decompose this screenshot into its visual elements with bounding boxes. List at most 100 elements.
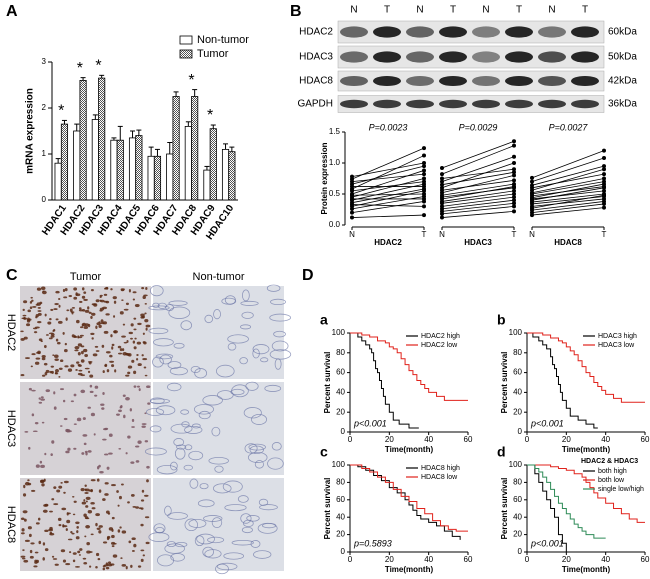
ihc-nucleus	[105, 351, 111, 354]
ihc-nucleus	[57, 517, 62, 521]
pair-line	[441, 145, 515, 175]
ihc-nucleus	[23, 300, 28, 304]
ihc-nucleus	[63, 491, 66, 494]
point	[440, 201, 444, 206]
ihc-nucleus	[52, 354, 55, 356]
ihc-nucleus	[84, 492, 89, 495]
ihc-nucleus	[94, 345, 99, 348]
ihc-nucleus	[103, 330, 109, 334]
pair-line	[441, 206, 515, 215]
x-tick-label: 40	[601, 435, 610, 444]
ihc-nucleus	[85, 505, 89, 508]
ihc-nucleus	[89, 374, 94, 378]
ihc-nucleus	[129, 408, 133, 412]
ihc-nucleus	[100, 319, 104, 323]
ihc-structure	[189, 478, 199, 489]
y-tick-label: 3	[42, 57, 47, 66]
legend-swatch	[179, 35, 193, 45]
ihc-nucleus	[31, 299, 34, 302]
ihc-nucleus	[35, 357, 41, 360]
blot-band	[505, 51, 533, 63]
ihc-nucleus	[90, 315, 93, 319]
pair-line	[531, 165, 605, 186]
ihc-nucleus	[77, 352, 81, 356]
ihc-nucleus	[137, 440, 142, 444]
ihc-structure	[184, 518, 199, 532]
pair-line	[531, 173, 605, 189]
bar	[184, 126, 192, 201]
ihc-nucleus	[58, 304, 61, 308]
ihc-nucleus	[24, 357, 30, 359]
ihc-nucleus	[65, 528, 68, 531]
ihc-image	[153, 286, 284, 379]
ihc-nucleus	[63, 296, 68, 299]
y-tick-label: 40	[336, 388, 345, 397]
x-tick-label: 60	[464, 555, 473, 564]
ihc-nucleus	[37, 350, 41, 355]
group-label: HDAC8	[554, 238, 582, 247]
ihc-nucleus	[58, 524, 62, 527]
bar	[91, 119, 99, 201]
ihc-nucleus	[54, 302, 59, 306]
ihc-nucleus	[111, 346, 114, 350]
ihc-column-label: Tumor	[70, 271, 102, 283]
ihc-structure	[203, 515, 223, 522]
point	[350, 188, 354, 193]
ihc-nucleus	[66, 519, 71, 524]
ihc-nucleus	[68, 295, 73, 298]
ihc-nucleus	[118, 409, 122, 413]
ihc-nucleus	[135, 506, 140, 509]
ihc-nucleus	[23, 316, 26, 320]
ihc-nucleus	[71, 334, 75, 338]
ihc-nucleus	[102, 498, 106, 501]
ihc-nucleus	[55, 369, 59, 373]
ihc-nucleus	[137, 363, 142, 367]
ihc-nucleus	[85, 524, 91, 529]
ihc-structure	[244, 443, 258, 454]
ihc-nucleus	[113, 315, 116, 318]
ihc-nucleus	[120, 288, 125, 291]
blot-band	[472, 51, 500, 63]
legend-title: HDAC2 & HDAC3	[581, 458, 638, 465]
ihc-nucleus	[76, 526, 79, 529]
pair-line	[351, 204, 425, 207]
point	[512, 167, 516, 172]
point	[440, 176, 444, 181]
ihc-structure	[194, 368, 208, 379]
blot-row-label: HDAC3	[299, 52, 333, 63]
ihc-structure	[193, 404, 215, 415]
ihc-nucleus	[102, 567, 106, 571]
ihc-nucleus	[48, 332, 54, 335]
ihc-structure	[152, 302, 160, 308]
ihc-nucleus	[28, 533, 32, 538]
ihc-nucleus	[77, 550, 81, 554]
ihc-nucleus	[111, 534, 115, 539]
ihc-row-label: HDAC8	[5, 506, 17, 543]
ihc-nucleus	[34, 559, 38, 563]
ihc-nucleus	[37, 310, 42, 312]
ihc-nucleus	[69, 308, 73, 312]
ihc-nucleus	[138, 388, 141, 392]
y-tick-label: 80	[513, 478, 522, 487]
x-tick-label: 20	[385, 435, 394, 444]
ihc-nucleus	[27, 479, 30, 482]
ihc-nucleus	[37, 307, 41, 309]
ihc-nucleus	[141, 489, 145, 493]
group-label: HDAC3	[464, 238, 492, 247]
ihc-nucleus	[83, 499, 86, 502]
y-tick-label: 0	[341, 427, 346, 436]
blot-band	[505, 99, 533, 109]
ihc-nucleus	[76, 530, 79, 534]
ihc-nucleus	[35, 464, 40, 468]
ihc-nucleus	[49, 370, 53, 374]
legend-swatch	[179, 49, 193, 59]
ihc-nucleus	[40, 398, 45, 401]
ihc-structure	[260, 357, 269, 363]
ihc-nucleus	[77, 343, 83, 347]
ihc-nucleus	[84, 535, 87, 538]
ihc-structure	[240, 324, 252, 330]
ihc-nucleus	[127, 435, 131, 439]
blot-size-label: 42kDa	[608, 76, 637, 87]
legend-label: HDAC8 high	[421, 465, 460, 472]
